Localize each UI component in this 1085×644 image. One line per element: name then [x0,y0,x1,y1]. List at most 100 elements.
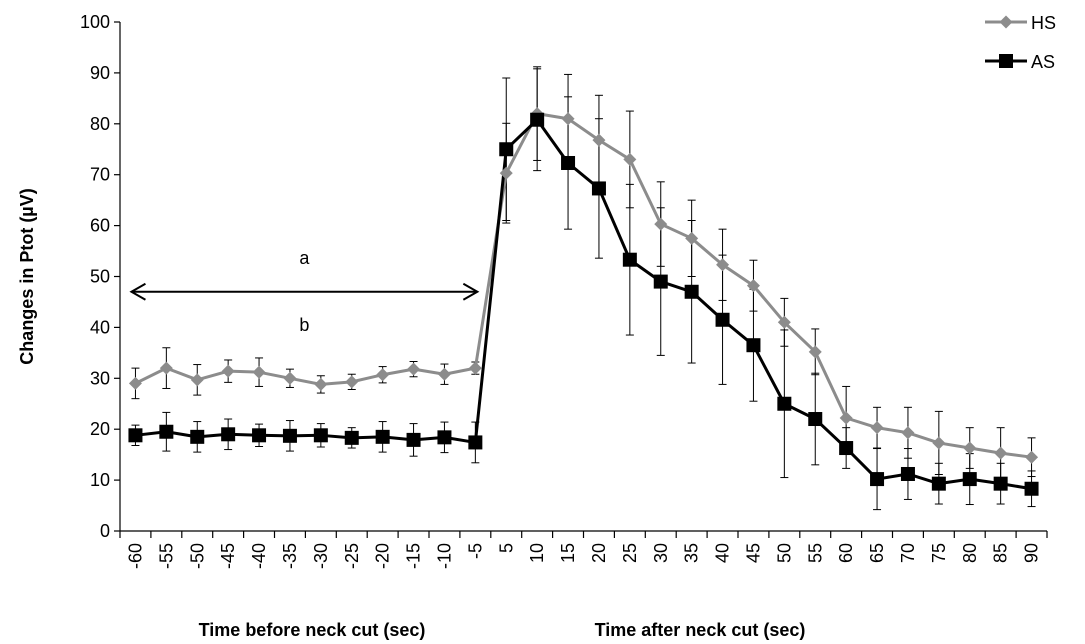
data-point-as [591,181,606,196]
y-tick-label: 0 [100,521,110,541]
data-point-as [715,312,730,327]
data-point-as [375,429,390,444]
data-point-hs [283,371,297,385]
x-tick-label: -20 [373,543,393,569]
x-tick-label: 10 [527,543,547,563]
data-point-as [190,429,205,444]
data-point-hs [221,364,235,378]
x-axis-title-before: Time before neck cut (sec) [199,620,426,640]
data-point-as [622,252,637,267]
series-line-as [135,118,1032,491]
data-point-hs [190,373,204,387]
data-point-hs [716,258,730,272]
y-tick-label: 60 [90,216,110,236]
x-tick-label: 45 [743,543,763,563]
data-point-as [1024,481,1039,496]
x-tick-label: -30 [311,543,331,569]
series-line-hs [134,112,1032,459]
y-axis-ticks: 0 10 20 30 40 50 60 70 80 90 100 [80,12,120,541]
x-tick-label: -35 [280,543,300,569]
data-point-hs [468,361,482,375]
x-tick-label: 90 [1022,543,1042,563]
y-tick-label: 100 [80,12,110,32]
data-point-as [530,112,545,127]
data-point-hs [376,368,390,382]
data-point-as [870,472,885,487]
data-point-as [344,430,359,445]
y-tick-label: 30 [90,368,110,388]
data-point-as [561,155,576,170]
legend-marker-as [999,54,1013,68]
x-tick-label: 15 [558,543,578,563]
double-arrow-right-head [462,282,480,301]
x-tick-label: -50 [187,543,207,569]
y-tick-label: 50 [90,267,110,287]
data-point-hs [592,133,606,147]
annotation-a: a [299,248,310,268]
data-point-hs [252,365,266,379]
double-arrow-left-head [129,282,146,301]
data-point-hs [777,315,791,329]
data-point-as [900,466,915,481]
data-point-as [962,472,977,487]
x-tick-label: -60 [125,543,145,569]
data-point-as [653,274,668,289]
data-point-hs [870,421,884,435]
x-tick-label: 35 [682,543,702,563]
data-point-hs [839,411,853,425]
legend: HS AS [985,13,1056,72]
data-point-hs [994,446,1008,460]
data-point-as [839,441,854,456]
x-tick-label: -55 [156,543,176,569]
x-tick-label: 55 [805,543,825,563]
y-tick-label: 10 [90,470,110,490]
y-tick-label: 80 [90,114,110,134]
data-point-hs [345,375,359,389]
error-bars [131,66,1036,511]
x-tick-label: 25 [620,543,640,563]
x-tick-label: 60 [836,543,856,563]
data-point-hs [128,376,142,390]
y-tick-label: 70 [90,165,110,185]
data-point-hs [685,231,699,245]
data-point-hs [499,166,513,180]
x-tick-label: 20 [589,543,609,563]
data-point-as [777,396,792,411]
data-point-hs [314,377,328,391]
x-tick-label: -45 [218,543,238,569]
x-tick-label: 80 [960,543,980,563]
x-tick-label: -5 [465,543,485,559]
data-point-hs [407,362,421,376]
x-axis-title-after: Time after neck cut (sec) [595,620,806,640]
data-point-hs [623,152,637,166]
y-axis-title: Changes in Ptot (µV) [17,188,37,364]
data-point-as [221,427,236,442]
data-point-hs [654,217,668,231]
x-tick-label: 5 [496,543,516,553]
annotation-b: b [299,315,309,335]
data-point-as [313,428,328,443]
data-point-hs [963,441,977,455]
data-point-as [684,284,699,299]
x-tick-label: -10 [434,543,454,569]
data-point-hs [159,361,173,375]
data-point-as [808,412,823,427]
x-tick-label: 30 [651,543,671,563]
data-point-hs [746,279,760,293]
data-point-as [468,435,483,450]
x-tick-label: -15 [404,543,424,569]
annotations: a b [129,248,480,335]
data-point-hs [561,112,575,126]
data-point-hs [901,426,915,440]
x-tick-label: 50 [774,543,794,563]
data-point-hs [808,345,822,359]
legend-label-as: AS [1031,52,1055,72]
data-point-hs [932,436,946,450]
x-tick-label: 85 [991,543,1011,563]
x-tick-label: -25 [342,543,362,569]
data-point-hs [1025,450,1039,464]
data-point-as [746,338,761,353]
y-tick-label: 90 [90,63,110,83]
x-tick-label: 65 [867,543,887,563]
